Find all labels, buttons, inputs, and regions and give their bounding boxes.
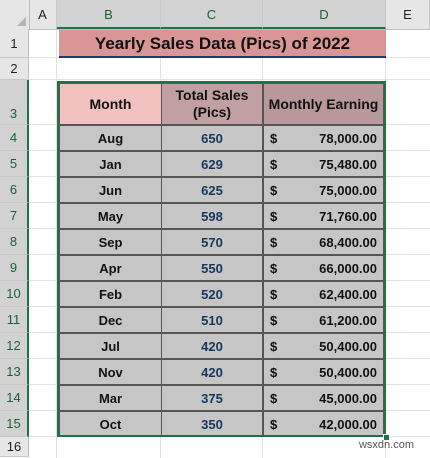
cell-monthly-earning[interactable]: $42,000.00 (263, 411, 384, 437)
row-header-2[interactable]: 2 (0, 58, 29, 80)
column-header-d[interactable]: D (263, 0, 386, 29)
earning-amount: 78,000.00 (319, 131, 377, 146)
cell-monthly-earning[interactable]: $62,400.00 (263, 281, 384, 307)
earning-amount: 50,400.00 (319, 339, 377, 354)
cell-month[interactable]: Dec (59, 307, 162, 333)
earning-amount: 45,000.00 (319, 391, 377, 406)
cell-total-sales[interactable]: 420 (161, 333, 263, 359)
gridline-vertical (56, 29, 57, 458)
column-header-c[interactable]: C (161, 0, 263, 29)
row-header-7[interactable]: 7 (0, 203, 29, 229)
row-header-5[interactable]: 5 (0, 151, 29, 177)
cell-monthly-earning[interactable]: $50,400.00 (263, 359, 384, 385)
row-header-9[interactable]: 9 (0, 255, 29, 281)
header-total-sales[interactable]: Total Sales (Pics) (161, 83, 263, 125)
cell-total-sales[interactable]: 550 (161, 255, 263, 281)
cell-total-sales[interactable]: 510 (161, 307, 263, 333)
currency-symbol: $ (270, 365, 278, 380)
cell-monthly-earning[interactable]: $75,480.00 (263, 151, 384, 177)
cell-total-sales[interactable]: 570 (161, 229, 263, 255)
cell-total-sales[interactable]: 520 (161, 281, 263, 307)
cell-total-sales[interactable]: 650 (161, 125, 263, 151)
column-header-a[interactable]: A (29, 0, 57, 29)
header-month[interactable]: Month (59, 83, 162, 125)
currency-symbol: $ (270, 339, 278, 354)
row-header-1[interactable]: 1 (0, 29, 29, 58)
cell-month[interactable]: Nov (59, 359, 162, 385)
select-all-button[interactable] (0, 0, 30, 29)
row-header-15[interactable]: 15 (0, 411, 29, 437)
currency-symbol: $ (270, 313, 278, 328)
column-header-e[interactable]: E (386, 0, 430, 29)
cell-month[interactable]: Jan (59, 151, 162, 177)
row-header-4[interactable]: 4 (0, 125, 29, 151)
row-header-16[interactable]: 16 (0, 437, 29, 457)
cell-month[interactable]: Jul (59, 333, 162, 359)
row-header-6[interactable]: 6 (0, 177, 29, 203)
cell-total-sales[interactable]: 598 (161, 203, 263, 229)
currency-symbol: $ (270, 157, 278, 172)
cell-month[interactable]: Feb (59, 281, 162, 307)
cell-total-sales[interactable]: 625 (161, 177, 263, 203)
cell-monthly-earning[interactable]: $68,400.00 (263, 229, 384, 255)
currency-symbol: $ (270, 261, 278, 276)
currency-symbol: $ (270, 287, 278, 302)
cell-total-sales[interactable]: 375 (161, 385, 263, 411)
sheet-title: Yearly Sales Data (Pics) of 2022 (59, 30, 386, 58)
cell-monthly-earning[interactable]: $45,000.00 (263, 385, 384, 411)
row-header-14[interactable]: 14 (0, 385, 29, 411)
cell-month[interactable]: Jun (59, 177, 162, 203)
currency-symbol: $ (270, 417, 278, 432)
cell-monthly-earning[interactable]: $78,000.00 (263, 125, 384, 151)
currency-symbol: $ (270, 131, 278, 146)
cell-monthly-earning[interactable]: $50,400.00 (263, 333, 384, 359)
select-all-triangle-icon (17, 17, 26, 26)
row-header-3[interactable]: 3 (0, 80, 29, 125)
gridline-vertical (385, 29, 386, 458)
cell-month[interactable]: Aug (59, 125, 162, 151)
earning-amount: 61,200.00 (319, 313, 377, 328)
row-header-10[interactable]: 10 (0, 281, 29, 307)
earning-amount: 50,400.00 (319, 365, 377, 380)
currency-symbol: $ (270, 209, 278, 224)
earning-amount: 42,000.00 (319, 417, 377, 432)
cell-month[interactable]: Apr (59, 255, 162, 281)
cell-total-sales[interactable]: 420 (161, 359, 263, 385)
row-header-12[interactable]: 12 (0, 333, 29, 359)
row-header-11[interactable]: 11 (0, 307, 29, 333)
cell-month[interactable]: Oct (59, 411, 162, 437)
currency-symbol: $ (270, 391, 278, 406)
row-header-8[interactable]: 8 (0, 229, 29, 255)
earning-amount: 62,400.00 (319, 287, 377, 302)
fill-handle[interactable] (383, 434, 390, 441)
earning-amount: 71,760.00 (319, 209, 377, 224)
earning-amount: 75,000.00 (319, 183, 377, 198)
cell-month[interactable]: May (59, 203, 162, 229)
cell-month[interactable]: Sep (59, 229, 162, 255)
header-monthly-earning[interactable]: Monthly Earning (263, 83, 384, 125)
currency-symbol: $ (270, 235, 278, 250)
cell-monthly-earning[interactable]: $66,000.00 (263, 255, 384, 281)
cell-total-sales[interactable]: 629 (161, 151, 263, 177)
cell-total-sales[interactable]: 350 (161, 411, 263, 437)
earning-amount: 68,400.00 (319, 235, 377, 250)
cell-month[interactable]: Mar (59, 385, 162, 411)
column-header-b[interactable]: B (57, 0, 161, 29)
row-header-13[interactable]: 13 (0, 359, 29, 385)
cell-monthly-earning[interactable]: $75,000.00 (263, 177, 384, 203)
earning-amount: 66,000.00 (319, 261, 377, 276)
cell-monthly-earning[interactable]: $71,760.00 (263, 203, 384, 229)
earning-amount: 75,480.00 (319, 157, 377, 172)
watermark: wsxdn.com (358, 439, 414, 451)
cell-monthly-earning[interactable]: $61,200.00 (263, 307, 384, 333)
gridline-horizontal (29, 79, 430, 80)
currency-symbol: $ (270, 183, 278, 198)
